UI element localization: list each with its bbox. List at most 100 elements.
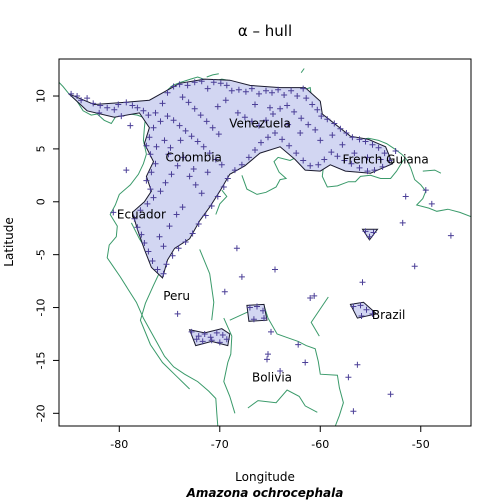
- occurrence-point: [348, 160, 355, 167]
- species-subtitle: Amazona ochrocephala: [186, 486, 344, 500]
- country-label-venezuela: Venezuela: [229, 117, 291, 131]
- occurrence-point: [268, 328, 274, 335]
- occurrence-point: [202, 212, 209, 219]
- occurrence-point: [150, 124, 157, 131]
- occurrence-point: [264, 356, 270, 363]
- coastline-13: [215, 189, 228, 215]
- occurrence-point: [152, 160, 159, 167]
- occurrence-point: [399, 219, 406, 226]
- occurrence-point: [115, 101, 122, 108]
- coastline-5: [229, 304, 344, 426]
- occurrence-point: [138, 231, 145, 238]
- country-labels-layer: Venezuela Colombia French Guiana Ecuador Per…: [117, 117, 429, 385]
- occurrence-point: [258, 139, 264, 146]
- occurrence-point: [175, 245, 182, 252]
- occurrence-point: [234, 109, 241, 116]
- occurrence-point: [359, 279, 366, 286]
- chart-title: α – hull: [238, 22, 292, 40]
- occurrence-point: [357, 302, 364, 309]
- occurrence-point: [302, 359, 309, 366]
- occurrence-point: [137, 207, 144, 214]
- occurrence-point: [261, 315, 267, 322]
- occurrence-point: [386, 157, 393, 164]
- occurrence-point: [228, 87, 235, 94]
- occurrence-point: [209, 124, 216, 131]
- occurrence-point: [303, 95, 310, 102]
- occurrence-point: [168, 171, 175, 178]
- y-tick-label: 0: [35, 198, 48, 205]
- occurrence-point: [147, 151, 154, 158]
- occurrence-point: [129, 102, 136, 109]
- occurrence-point: [162, 179, 169, 186]
- occurrence-point: [307, 295, 314, 301]
- coastline-15: [422, 169, 442, 174]
- occurrence-point: [188, 133, 195, 140]
- coastline-4: [199, 249, 215, 321]
- occurrence-point: [447, 232, 454, 239]
- occurrence-point: [288, 87, 295, 94]
- occurrence-point: [191, 79, 198, 86]
- occurrence-point: [206, 150, 213, 157]
- occurrence-point: [186, 173, 193, 180]
- occurrence-point: [84, 95, 91, 102]
- occurrence-point: [245, 154, 252, 161]
- occurrence-point: [284, 102, 291, 109]
- occurrence-point: [185, 99, 192, 106]
- occurrence-point: [231, 167, 238, 174]
- occurrence-point: [166, 223, 173, 230]
- coastline-0: [59, 81, 219, 426]
- occurrence-point: [159, 100, 166, 107]
- occurrence-point: [144, 200, 151, 207]
- occurrence-point: [68, 90, 75, 97]
- occurrence-point: [356, 136, 363, 143]
- occurrence-point: [350, 303, 357, 310]
- occurrence-point: [177, 137, 184, 144]
- occurrence-point: [110, 209, 117, 216]
- occurrence-point: [143, 177, 150, 184]
- occurrence-point: [146, 134, 153, 141]
- occurrence-point: [217, 80, 224, 87]
- occurrence-point: [295, 341, 302, 348]
- occurrence-point: [164, 113, 171, 120]
- occurrence-point: [198, 190, 205, 197]
- occurrence-point: [293, 150, 300, 157]
- occurrence-point: [188, 328, 195, 335]
- occurrence-point: [334, 153, 341, 160]
- points-layer: [68, 78, 454, 415]
- occurrence-point: [345, 374, 352, 381]
- occurrence-point: [356, 164, 363, 171]
- occurrence-point: [298, 115, 305, 122]
- occurrence-point: [377, 156, 384, 163]
- occurrence-point: [208, 203, 215, 209]
- x-tick-label: -50: [412, 438, 430, 451]
- y-tick-label: 10: [35, 89, 48, 103]
- occurrence-point: [370, 229, 377, 236]
- occurrence-point: [214, 103, 221, 110]
- occurrence-point: [208, 337, 215, 344]
- occurrence-point: [173, 211, 180, 218]
- y-tick-label: -5: [35, 249, 48, 260]
- occurrence-point: [285, 121, 292, 128]
- occurrence-point: [134, 104, 141, 111]
- occurrence-point: [147, 186, 154, 193]
- occurrence-point: [216, 339, 223, 346]
- country-label-bolivia: Bolivia: [252, 371, 292, 385]
- occurrence-point: [193, 336, 200, 343]
- coastline-14: [310, 296, 329, 337]
- country-label-ecuador: Ecuador: [117, 208, 166, 222]
- y-tick-label: -10: [35, 299, 48, 317]
- x-axis-label: Longitude: [235, 470, 295, 484]
- occurrence-point: [143, 142, 150, 149]
- occurrence-point: [191, 105, 198, 112]
- occurrence-point: [189, 230, 196, 237]
- occurrence-point: [428, 200, 435, 207]
- occurrence-point: [174, 162, 181, 169]
- occurrence-point: [74, 93, 81, 99]
- occurrence-point: [402, 193, 409, 200]
- occurrence-point: [198, 78, 205, 85]
- alpha-hull-2: [246, 303, 268, 322]
- occurrence-point: [265, 134, 271, 141]
- occurrence-point: [127, 122, 134, 129]
- occurrence-point: [269, 89, 275, 96]
